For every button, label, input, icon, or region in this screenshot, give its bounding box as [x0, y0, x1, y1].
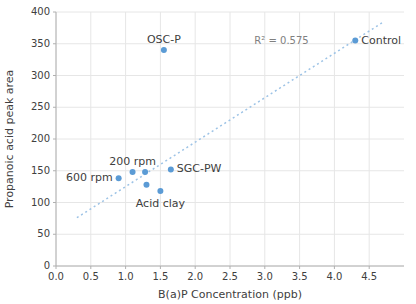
tick-label: 0: [44, 260, 50, 271]
point: [142, 169, 148, 175]
tick-label: 350: [31, 38, 50, 49]
tick-label: 3.0: [257, 271, 273, 282]
grid-line: [264, 12, 265, 266]
tick-label: 4.0: [326, 271, 342, 282]
point-label: 200 rpm: [109, 155, 156, 168]
grid-line: [125, 12, 126, 266]
marks: [77, 22, 383, 218]
tick-label: 150: [31, 165, 50, 176]
x-axis: [56, 266, 404, 267]
grid-line: [299, 12, 300, 266]
tick-label: 200: [31, 133, 50, 144]
point-label: Control: [361, 34, 401, 47]
tick-label: 250: [31, 101, 50, 112]
chart: 0 50 100 150 200 250 300 350 400 0.0 0.5 1.0 1.5 2.0 2…: [0, 0, 416, 304]
annotation: R² = 0.575: [254, 35, 308, 46]
point-label: OSC-P: [147, 33, 181, 46]
grid-line: [195, 12, 196, 266]
point: [130, 169, 136, 175]
y-axis: [56, 12, 57, 266]
tick-label: 100: [31, 197, 50, 208]
tick-label: 2.5: [222, 271, 238, 282]
tick-label: 0.5: [83, 271, 99, 282]
x-axis-label: B(a)P Concentration (ppb): [158, 288, 302, 301]
grid-line: [230, 12, 231, 266]
tick-label: 300: [31, 70, 50, 81]
tick-label: 0.0: [48, 271, 64, 282]
tick-label: 400: [31, 6, 50, 17]
grid-line: [56, 266, 404, 267]
grid: [56, 12, 404, 266]
point-label: 600 rpm: [66, 171, 113, 184]
point-label: Acid clay: [136, 197, 186, 210]
point: [116, 175, 122, 181]
point: [157, 188, 163, 194]
grid-line: [160, 12, 161, 266]
point: [352, 38, 358, 44]
grid-line: [56, 12, 57, 266]
grid-line: [369, 12, 370, 266]
grid-line: [90, 12, 91, 266]
y-axis-label: Propanoic acid peak area: [3, 70, 16, 209]
point: [168, 166, 174, 172]
grid-line: [334, 12, 335, 266]
point: [143, 182, 149, 188]
tick-label: 50: [37, 228, 50, 239]
tick-label: 3.5: [292, 271, 308, 282]
tick-label: 2.0: [187, 271, 203, 282]
tick-label: 1.0: [118, 271, 134, 282]
point: [161, 47, 167, 53]
tick-label: 1.5: [152, 271, 168, 282]
point-label: SGC-PW: [177, 162, 222, 175]
trendline: [77, 22, 383, 218]
tick-label: 4.5: [361, 271, 377, 282]
